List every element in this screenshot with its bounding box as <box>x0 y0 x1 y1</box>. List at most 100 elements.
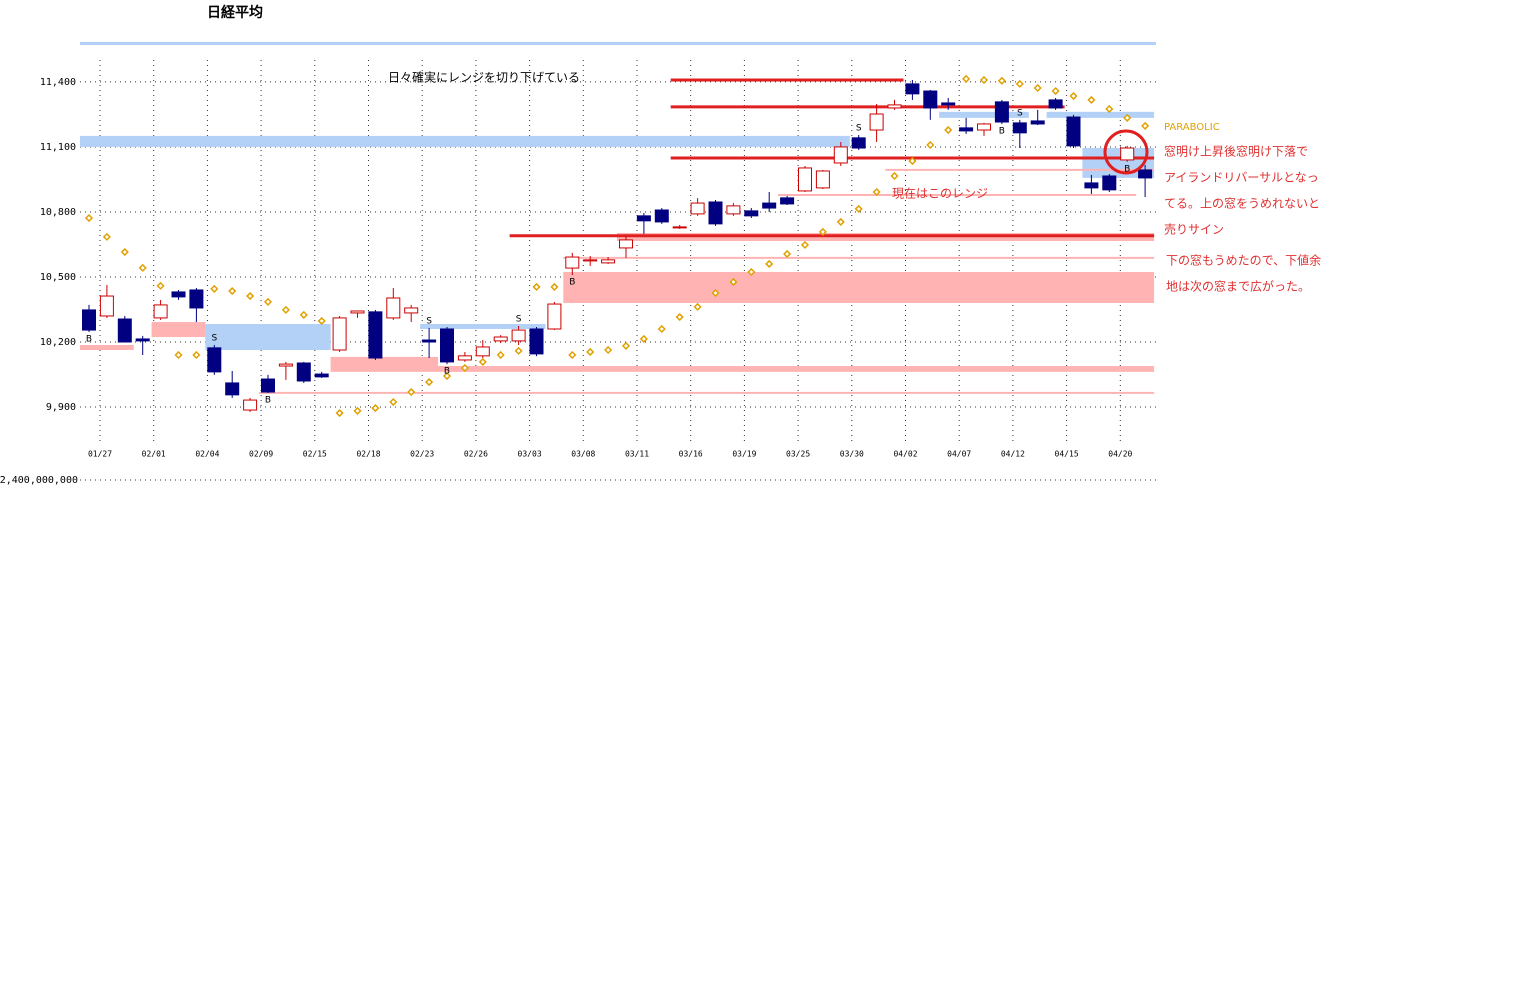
parabolic-dot <box>765 259 774 269</box>
parabolic-dot <box>711 288 720 298</box>
annotation: 下の窓もうめたので、下値余 <box>1166 253 1321 268</box>
candle-body <box>941 102 956 106</box>
signal-label: S <box>426 317 432 327</box>
parabolic-dot <box>335 409 344 418</box>
candle-body <box>959 127 974 132</box>
parabolic-dot <box>854 204 863 213</box>
parabolic-dot <box>872 187 881 197</box>
annotation: 日々確実にレンジを切り下げている <box>388 70 580 85</box>
annotation: 地は次の窓まで広がった。 <box>1166 279 1310 294</box>
candle-body <box>869 113 884 131</box>
parabolic-dot <box>818 227 827 236</box>
x-tick-label: 04/12 <box>1001 450 1025 459</box>
parabolic-dot <box>120 247 129 257</box>
parabolic-dot <box>281 305 290 314</box>
candle-body <box>1138 169 1153 179</box>
highlight-circle <box>1103 129 1149 175</box>
parabolic-dot <box>407 387 416 397</box>
parabolic-dot <box>1051 86 1060 96</box>
parabolic-dot <box>1015 79 1024 88</box>
candle-body <box>117 318 132 343</box>
parabolic-dot <box>425 378 434 387</box>
parabolic-dot <box>174 350 183 360</box>
annotation: 売りサイン <box>1164 222 1224 237</box>
parabolic-dot <box>156 281 165 290</box>
parabolic-dot <box>192 350 201 360</box>
candle-body <box>135 338 150 342</box>
parabolic-dot <box>693 302 702 311</box>
parabolic-dot <box>210 284 219 293</box>
gap-zone <box>80 135 850 147</box>
candle-body <box>350 310 365 314</box>
candle-body <box>207 347 222 373</box>
signal-label: S <box>1017 108 1023 118</box>
signal-label: B <box>86 335 92 345</box>
candle-body <box>744 210 759 217</box>
signal-label: B <box>999 126 1005 136</box>
parabolic-dot <box>371 404 380 413</box>
parabolic-dot <box>979 75 989 85</box>
gap-zone <box>330 356 439 372</box>
parabolic-dot <box>586 347 595 357</box>
parabolic-dot <box>657 324 666 334</box>
x-tick-label: 02/04 <box>195 450 219 459</box>
candle-body <box>171 291 186 298</box>
candle-body <box>529 328 544 355</box>
parabolic-dot <box>550 282 559 291</box>
gap-zone <box>438 366 1155 372</box>
parabolic-dot <box>389 397 398 407</box>
parabolic-dot <box>317 316 326 326</box>
candle-body <box>583 259 598 262</box>
parabolic-dot <box>246 291 255 301</box>
x-tick-label: 04/15 <box>1055 450 1079 459</box>
parabolic-dot <box>604 345 613 355</box>
x-tick-label: 02/15 <box>303 450 327 459</box>
parabolic-dot <box>783 249 792 259</box>
gap-zone <box>151 322 206 337</box>
signal-label: S <box>516 314 522 324</box>
parabolic-dot <box>675 312 684 322</box>
parabolic-dot <box>908 156 917 166</box>
parabolic-dot <box>102 232 111 241</box>
x-tick-label: 03/16 <box>679 450 703 459</box>
parabolic-dot <box>1069 91 1078 101</box>
gap-zone <box>205 323 331 350</box>
x-tick-label: 03/19 <box>732 450 756 459</box>
y-tick-label: 10,500 <box>40 272 76 283</box>
gap-zone <box>80 345 134 350</box>
parabolic-dot <box>1033 83 1042 93</box>
candle-body <box>833 146 848 164</box>
parabolic-dot <box>836 217 845 226</box>
candle-body <box>225 382 240 396</box>
candle-body <box>905 83 920 95</box>
y-tick-label: 11,100 <box>40 142 76 153</box>
y-tick-label: 10,200 <box>40 337 76 348</box>
candle-body <box>762 202 777 209</box>
gap-zone <box>1046 111 1155 118</box>
parabolic-dot <box>442 371 452 381</box>
candle-body <box>619 239 633 249</box>
candle-body <box>153 304 168 319</box>
candle-body <box>475 346 490 357</box>
parabolic-dot <box>800 240 810 249</box>
candle-body <box>601 259 616 264</box>
candle-body <box>278 363 293 367</box>
parabolic-dot <box>353 406 362 415</box>
candle-body <box>1048 99 1063 109</box>
annotation: 現在はこのレンジ <box>892 187 988 201</box>
candle-body <box>243 399 258 411</box>
candle-body <box>654 209 669 223</box>
candle-body <box>1102 175 1117 191</box>
candle-body <box>296 362 311 382</box>
candle-body <box>565 256 580 269</box>
parabolic-dot <box>926 140 935 150</box>
candle-body <box>636 215 651 222</box>
parabolic-dot <box>84 213 94 223</box>
y-tick-label: 9,900 <box>46 402 76 413</box>
parabolic-dot <box>997 76 1006 85</box>
candle-body <box>261 378 275 393</box>
parabolic-dot <box>729 277 738 287</box>
candle-body <box>386 297 401 319</box>
candle-body <box>690 202 705 215</box>
chart-title: 日経平均 <box>207 4 263 21</box>
